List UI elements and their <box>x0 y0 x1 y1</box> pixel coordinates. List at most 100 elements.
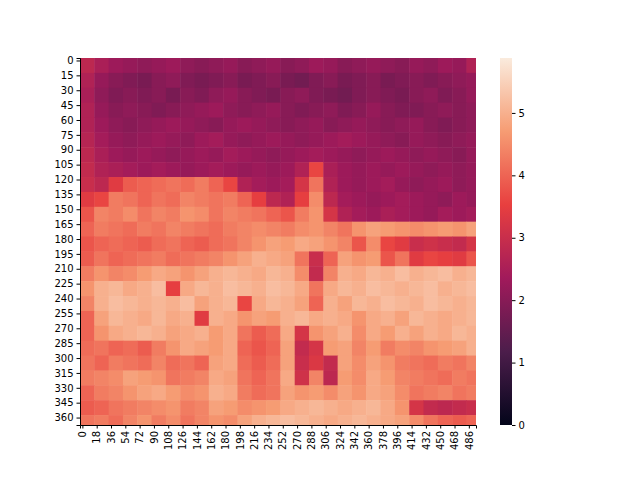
cell <box>123 326 138 341</box>
y-tick-label: 285 <box>54 338 73 349</box>
cell <box>237 58 252 73</box>
cell <box>323 162 338 177</box>
cell <box>280 281 295 296</box>
cell <box>409 58 424 73</box>
cell <box>366 296 381 311</box>
cell <box>280 58 295 73</box>
cell <box>409 311 424 326</box>
y-tick: 120 <box>54 174 80 185</box>
cell <box>381 103 396 118</box>
x-tick: 396 <box>392 425 403 450</box>
y-tick-label: 240 <box>54 293 73 304</box>
cell <box>80 162 95 177</box>
cell <box>166 177 181 192</box>
cell <box>123 58 138 73</box>
x-tick: 72 <box>134 425 145 444</box>
x-tick-mark <box>183 425 184 429</box>
x-tick: 162 <box>206 425 217 450</box>
cell <box>180 88 195 103</box>
cell <box>323 237 338 252</box>
cell <box>424 356 439 371</box>
cell <box>152 281 167 296</box>
cell <box>237 251 252 266</box>
cell <box>381 296 396 311</box>
cell <box>80 266 95 281</box>
cell <box>295 266 310 281</box>
x-tick: 234 <box>263 425 274 450</box>
cell <box>123 296 138 311</box>
cell <box>438 237 453 252</box>
cell <box>280 251 295 266</box>
y-tick-mark <box>77 284 81 285</box>
cell <box>424 266 439 281</box>
cell <box>366 132 381 147</box>
cell <box>309 192 324 207</box>
cell <box>424 400 439 415</box>
cell <box>209 207 224 222</box>
x-tick-mark <box>168 425 169 429</box>
cell <box>209 385 224 400</box>
cell <box>295 341 310 356</box>
cell <box>309 311 324 326</box>
cell <box>381 326 396 341</box>
cell <box>137 281 152 296</box>
y-tick: 360 <box>54 412 80 423</box>
cell <box>424 58 439 73</box>
y-tick-label: 345 <box>54 397 73 408</box>
cell <box>137 266 152 281</box>
cell <box>366 311 381 326</box>
cell <box>80 177 95 192</box>
cell <box>152 296 167 311</box>
cell <box>323 147 338 162</box>
cell <box>237 162 252 177</box>
x-tick: 90 <box>149 425 160 444</box>
x-tick-mark <box>412 425 413 429</box>
cell <box>452 251 467 266</box>
cell <box>352 400 367 415</box>
cell <box>409 415 424 425</box>
cell <box>152 88 167 103</box>
cell <box>438 177 453 192</box>
cell <box>80 237 95 252</box>
cell <box>109 266 124 281</box>
cell <box>366 370 381 385</box>
y-tick: 105 <box>54 159 80 170</box>
cell <box>323 385 338 400</box>
color-bar-tick: 3 <box>512 232 525 243</box>
color-bar-tick-label: 2 <box>519 295 525 306</box>
cell <box>266 237 281 252</box>
cell <box>266 266 281 281</box>
cell <box>266 177 281 192</box>
cell <box>180 222 195 237</box>
cell <box>352 311 367 326</box>
cell <box>266 118 281 133</box>
cell <box>424 385 439 400</box>
cell <box>80 132 95 147</box>
cell <box>237 132 252 147</box>
cell <box>323 58 338 73</box>
y-tick-mark <box>77 60 81 61</box>
cell <box>109 251 124 266</box>
y-tick: 195 <box>54 249 80 260</box>
cell <box>452 103 467 118</box>
cell <box>237 326 252 341</box>
cell <box>237 341 252 356</box>
cell <box>452 356 467 371</box>
cell <box>280 326 295 341</box>
cell <box>366 177 381 192</box>
cell <box>280 385 295 400</box>
cell <box>452 400 467 415</box>
cell <box>252 58 267 73</box>
cell <box>352 222 367 237</box>
cell <box>381 311 396 326</box>
cell <box>309 266 324 281</box>
cell <box>280 415 295 425</box>
cell <box>309 385 324 400</box>
cell <box>338 341 353 356</box>
cell <box>466 147 476 162</box>
cell <box>195 88 210 103</box>
cell <box>323 415 338 425</box>
cell <box>438 281 453 296</box>
y-tick: 165 <box>54 219 80 230</box>
cell <box>452 162 467 177</box>
